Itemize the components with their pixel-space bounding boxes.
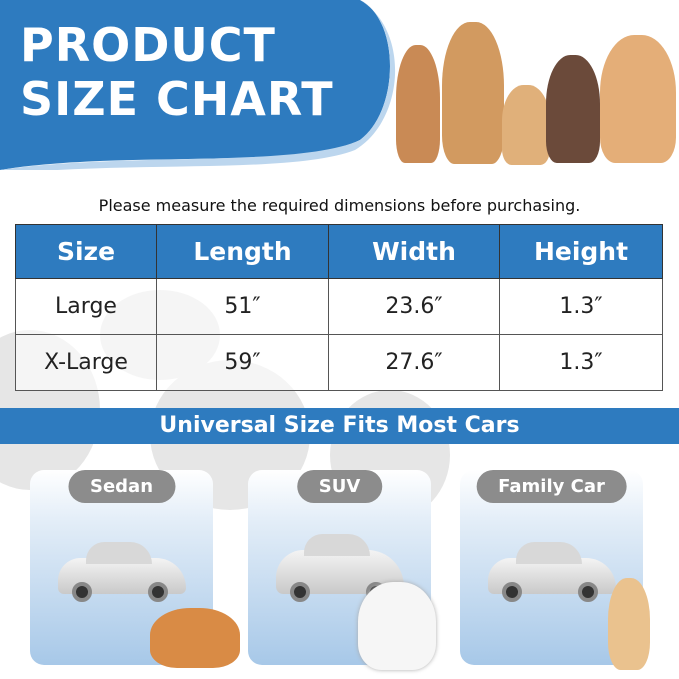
- cell: 1.3″: [499, 334, 663, 391]
- family-car-image: [488, 542, 616, 602]
- cell: 51″: [156, 278, 329, 335]
- cell: Large: [15, 278, 157, 335]
- header-width: Width: [328, 224, 500, 279]
- cat-image: [396, 45, 440, 163]
- size-table: Size Length Width Height Large 51″ 23.6″…: [15, 224, 663, 391]
- cell: 23.6″: [328, 278, 500, 335]
- measure-note: Please measure the required dimensions b…: [98, 196, 581, 215]
- car-label: Family Car: [476, 470, 627, 503]
- table-header-row: Size Length Width Height: [15, 224, 663, 279]
- car-label: SUV: [296, 470, 383, 503]
- golden-puppy-image: [608, 578, 650, 670]
- table-row: Large 51″ 23.6″ 1.3″: [15, 278, 663, 335]
- title-line-2: SIZE CHART: [20, 72, 334, 126]
- dog-image: [442, 22, 504, 164]
- universal-fit-banner: Universal Size Fits Most Cars: [0, 408, 679, 444]
- samoyed-image: [358, 582, 436, 670]
- header-height: Height: [499, 224, 663, 279]
- sedan-image: [58, 542, 186, 602]
- header-size: Size: [15, 224, 157, 279]
- hero-banner: PRODUCT SIZE CHART: [0, 0, 679, 170]
- car-card-sedan: Sedan: [30, 470, 240, 668]
- cell: 1.3″: [499, 278, 663, 335]
- car-card-suv: SUV: [248, 470, 436, 670]
- cell: 27.6″: [328, 334, 500, 391]
- table-row: X-Large 59″ 27.6″ 1.3″: [15, 334, 663, 391]
- car-label: Sedan: [67, 470, 176, 503]
- corgi-image: [150, 608, 240, 668]
- cat-image-2: [600, 35, 676, 163]
- title-line-1: PRODUCT: [20, 18, 276, 72]
- header-length: Length: [156, 224, 329, 279]
- cell: X-Large: [15, 334, 157, 391]
- car-card-family: Family Car: [460, 470, 650, 670]
- kitten-image: [502, 85, 550, 165]
- cell: 59″: [156, 334, 329, 391]
- hero-blue-shape: [0, 0, 396, 170]
- chihuahua-image: [546, 55, 600, 163]
